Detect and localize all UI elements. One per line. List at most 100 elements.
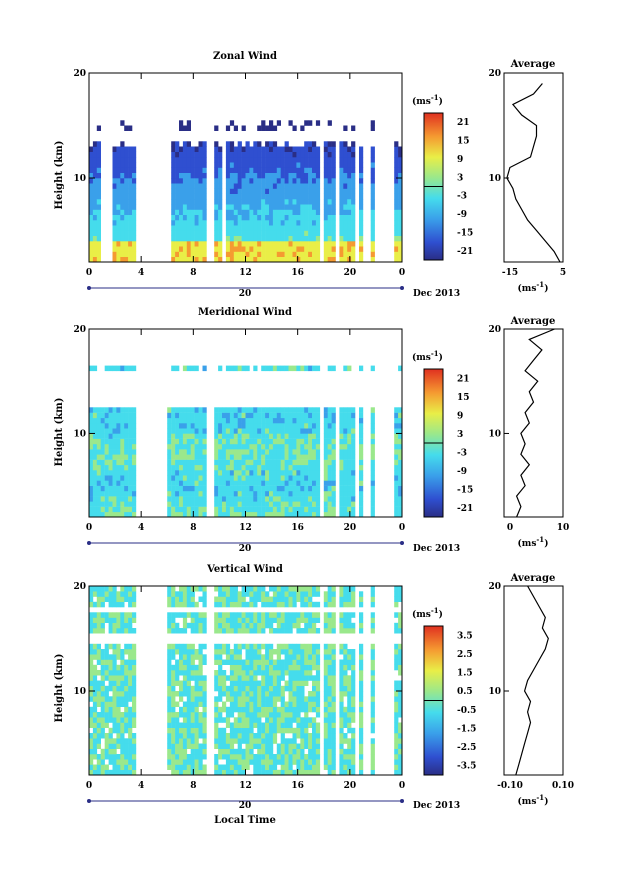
heatmap-cell <box>112 199 117 205</box>
heatmap-cell <box>331 586 336 592</box>
heatmap-cell <box>327 643 332 650</box>
heatmap-cell <box>265 759 270 765</box>
heatmap-cell <box>359 256 364 263</box>
heatmap-cell <box>249 172 254 179</box>
heatmap-cell <box>89 407 94 413</box>
heatmap-cell <box>198 754 203 760</box>
heatmap-cell <box>116 157 121 163</box>
heatmap-cell <box>351 146 356 152</box>
heatmap-cell <box>241 365 246 372</box>
heatmap-cell <box>280 480 285 486</box>
heatmap-cell <box>284 449 289 455</box>
heatmap-cell <box>182 449 188 455</box>
heatmap-cell <box>229 675 235 681</box>
heatmap-cell <box>241 438 246 445</box>
heatmap-cell <box>116 146 121 152</box>
heatmap-cell <box>280 235 285 242</box>
heatmap-cell <box>179 769 184 776</box>
heatmap-cell <box>222 501 227 507</box>
heatmap-cell <box>190 485 195 492</box>
heatmap-cell <box>339 759 344 765</box>
heatmap-cell <box>112 701 117 707</box>
heatmap-cell <box>296 438 301 445</box>
day-label-2: 20 <box>239 801 252 811</box>
heatmap-cell <box>280 501 285 507</box>
heatmap-cell <box>92 454 98 460</box>
heatmap-cell <box>128 743 133 749</box>
heatmap-cell <box>284 365 289 372</box>
heatmap-cell <box>186 601 191 608</box>
heatmap-cell <box>331 449 336 455</box>
heatmap-cell <box>116 193 121 200</box>
heatmap-cell <box>96 428 101 434</box>
heatmap-cell <box>132 454 137 460</box>
heatmap-cell <box>394 506 399 513</box>
heatmap-cell <box>280 628 285 634</box>
heatmap-cell <box>128 225 133 231</box>
heatmap-cell <box>245 485 250 492</box>
heatmap-cell <box>265 246 270 252</box>
heatmap-cell <box>120 506 125 513</box>
heatmap-cell <box>202 407 207 413</box>
heatmap-cell <box>272 480 278 486</box>
heatmap-cell <box>370 146 375 152</box>
heatmap-cell <box>171 146 176 152</box>
heatmap-cell <box>249 230 254 236</box>
heatmap-cell <box>288 664 293 671</box>
heatmap-cell <box>323 454 328 460</box>
heatmap-cell <box>241 454 246 460</box>
heatmap-cell <box>257 172 262 179</box>
heatmap-cell <box>339 178 344 184</box>
heatmap-cell <box>292 433 297 439</box>
heatmap-cell <box>370 220 375 226</box>
heatmap-cell <box>296 485 301 492</box>
heatmap-cell <box>370 654 375 660</box>
heatmap-cell <box>116 601 121 608</box>
heatmap-cell <box>394 764 399 770</box>
x-tick-label: 8 <box>190 781 196 791</box>
heatmap-cell <box>132 769 137 776</box>
heatmap-cell <box>272 601 278 608</box>
heatmap-cell <box>257 591 262 597</box>
heatmap-cell <box>167 586 172 592</box>
heatmap-cell <box>343 438 348 445</box>
heatmap-cell <box>394 738 399 744</box>
heatmap-cell <box>104 664 109 671</box>
heatmap-cell <box>351 423 356 429</box>
heatmap-cell <box>116 225 121 231</box>
heatmap-cell <box>245 204 250 210</box>
heatmap-cell <box>218 628 223 634</box>
heatmap-cell <box>218 696 223 702</box>
heatmap-cell <box>339 591 344 597</box>
heatmap-cell <box>261 680 266 686</box>
heatmap-cell <box>331 225 336 231</box>
heatmap-cell <box>92 701 98 707</box>
heatmap-cell <box>218 490 223 497</box>
heatmap-cell <box>398 167 403 173</box>
heatmap-cell <box>269 438 274 445</box>
heatmap-cell <box>182 591 188 597</box>
heatmap-cell <box>96 654 101 660</box>
heatmap-cell <box>347 230 352 236</box>
heatmap-cell <box>222 443 227 450</box>
heatmap-cell <box>394 628 399 634</box>
heatmap-cell <box>339 167 344 173</box>
heatmap-cell <box>229 612 235 618</box>
heatmap-cell <box>304 680 309 686</box>
heatmap-cell <box>214 622 219 629</box>
heatmap-cell <box>202 475 207 481</box>
heatmap-cell <box>269 727 274 734</box>
heatmap-cell <box>190 717 195 723</box>
heatmap-cell <box>327 675 332 681</box>
heatmap-cell <box>128 423 133 429</box>
heatmap-cell <box>312 769 317 776</box>
heatmap-cell <box>198 459 203 466</box>
heatmap-cell <box>218 230 223 236</box>
heatmap-cell <box>179 157 184 163</box>
heatmap-cell <box>253 209 258 215</box>
heatmap-cell <box>288 596 293 602</box>
heatmap-cell <box>253 701 258 707</box>
heatmap-cell <box>128 591 133 597</box>
heatmap-cell <box>128 241 133 247</box>
heatmap-cell <box>394 178 399 184</box>
